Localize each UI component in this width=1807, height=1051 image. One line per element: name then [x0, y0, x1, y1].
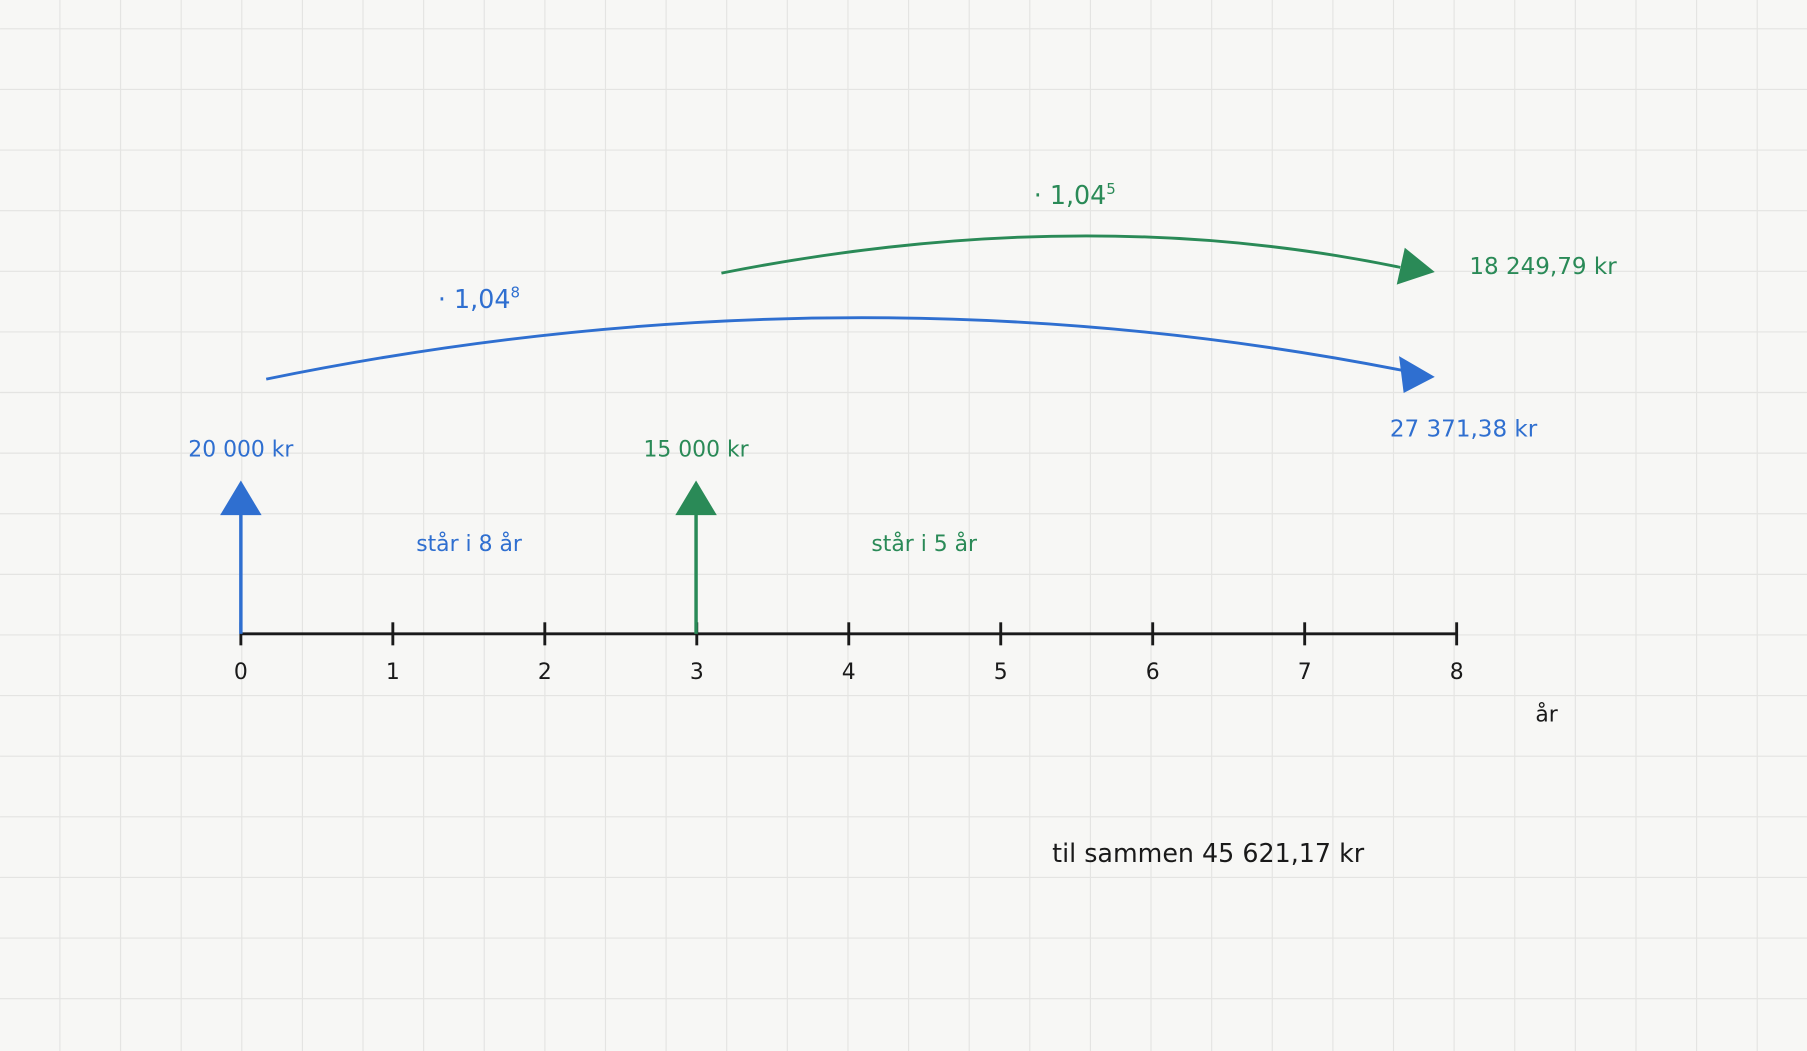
deposit-arrowhead [675, 480, 717, 516]
tick-label: 6 [1146, 660, 1160, 685]
axis-ticks: 0 1 2 3 4 5 6 7 8 [234, 622, 1464, 685]
final-value: 18 249,79 kr [1469, 254, 1617, 280]
growth-arc [721, 234, 1401, 275]
growth-arrowhead [1399, 356, 1435, 393]
tick-label: 1 [386, 660, 400, 685]
tick-label: 2 [538, 660, 552, 685]
deposit-duration: står i 5 år [871, 531, 977, 557]
factor-base: · 1,04 [438, 284, 511, 314]
tick-label: 3 [690, 660, 704, 685]
tick-label: 5 [994, 660, 1008, 685]
deposit-amount: 20 000 kr [188, 438, 293, 463]
axis-label: år [1535, 702, 1557, 728]
deposit-duration: står i 8 år [416, 531, 522, 557]
tick-label: 8 [1450, 660, 1464, 685]
factor-base: · 1,04 [1034, 180, 1107, 210]
tick-label: 0 [234, 660, 248, 685]
deposit-arrowhead [220, 480, 262, 516]
growth-arrowhead [1396, 247, 1435, 285]
tick-label: 7 [1298, 660, 1312, 685]
total: til sammen 45 621,17 kr [1052, 838, 1365, 868]
factor-exponent: 8 [510, 283, 520, 301]
growth-factor: · 1,048 [438, 283, 520, 314]
final-value: 27 371,38 kr [1390, 416, 1538, 442]
growth-factor: · 1,045 [1034, 179, 1116, 210]
deposit-amount: 15 000 kr [643, 438, 748, 463]
tick-label: 4 [842, 660, 856, 685]
factor-exponent: 5 [1106, 179, 1116, 197]
growth-arc [265, 316, 1407, 381]
